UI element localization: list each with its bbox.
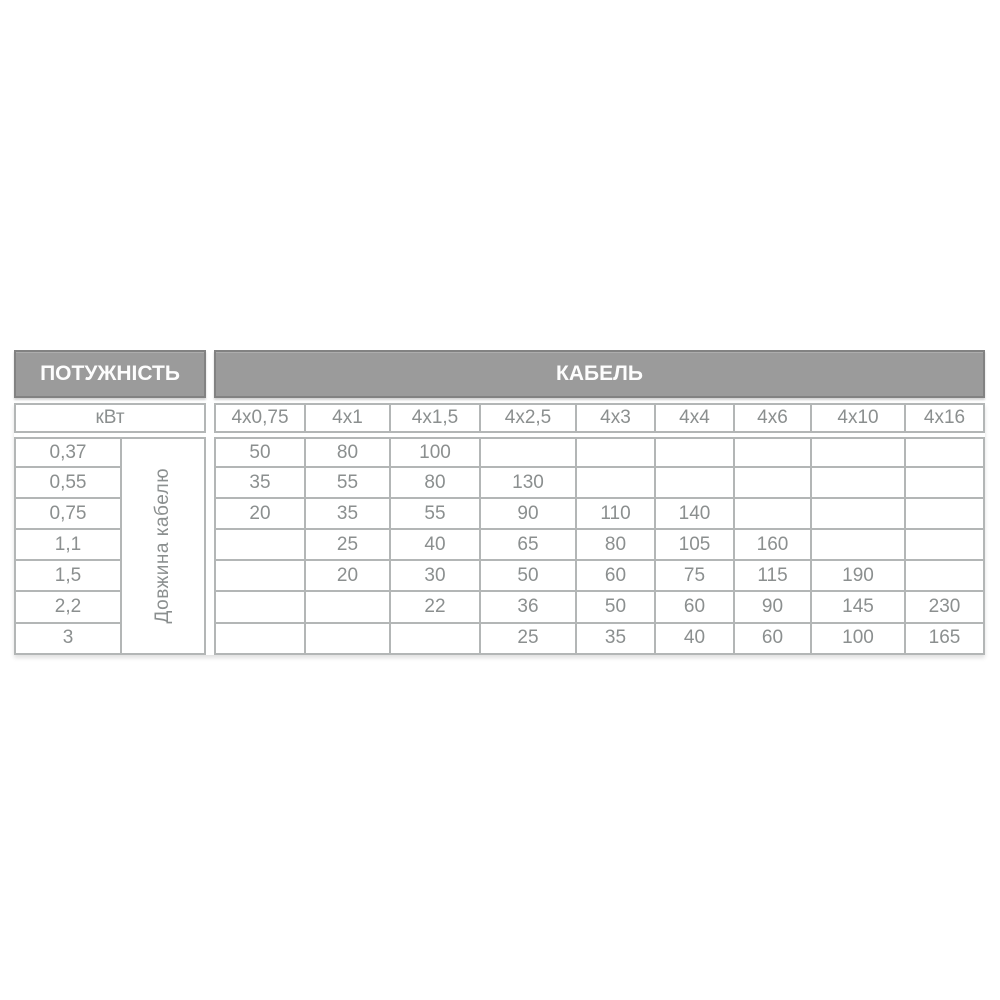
empty-length-cell [391, 623, 481, 655]
length-value-cell: 50 [214, 437, 306, 469]
length-value-cell: 145 [812, 592, 906, 624]
cable-size-header: 4x4 [656, 403, 735, 433]
length-value-cell: 22 [391, 592, 481, 624]
length-value-cell: 60 [656, 592, 735, 624]
power-value-cell: 1,5 [14, 561, 122, 593]
power-value-cell: 0,75 [14, 499, 122, 531]
cable-size-header: 4x2,5 [481, 403, 577, 433]
length-value-cell: 25 [481, 623, 577, 655]
cable-length-table: ПОТУЖНІСТЬ КАБЕЛЬ кВт Довжина кабелю 4x0… [14, 350, 985, 655]
length-value-cell: 50 [481, 561, 577, 593]
empty-length-cell [214, 623, 306, 655]
table-grid: кВт Довжина кабелю 4x0,75 4x1 4x1,5 4x2,5 4x… [14, 403, 985, 655]
length-value-cell: 110 [577, 499, 656, 531]
empty-length-cell [735, 499, 812, 531]
empty-length-cell [906, 437, 985, 469]
length-value-cell: 100 [812, 623, 906, 655]
power-value-cell: 3 [14, 623, 122, 655]
empty-length-cell [812, 499, 906, 531]
empty-length-cell [577, 437, 656, 469]
empty-length-cell [906, 561, 985, 593]
length-value-cell: 60 [735, 623, 812, 655]
cable-length-axis-label: Довжина кабелю [152, 468, 173, 624]
length-value-cell: 165 [906, 623, 985, 655]
length-value-cell: 100 [391, 437, 481, 469]
cable-size-header: 4x10 [812, 403, 906, 433]
empty-length-cell [906, 530, 985, 562]
length-value-cell: 40 [391, 530, 481, 562]
cable-header: КАБЕЛЬ [214, 350, 985, 398]
length-value-cell: 30 [391, 561, 481, 593]
empty-length-cell [735, 437, 812, 469]
length-value-cell: 90 [481, 499, 577, 531]
empty-length-cell [214, 561, 306, 593]
empty-length-cell [812, 437, 906, 469]
length-value-cell: 140 [656, 499, 735, 531]
length-value-cell: 35 [577, 623, 656, 655]
empty-length-cell [656, 437, 735, 469]
empty-length-cell [306, 592, 391, 624]
cable-size-header: 4x6 [735, 403, 812, 433]
length-value-cell: 55 [391, 499, 481, 531]
unit-cell: кВт [14, 403, 206, 433]
length-value-cell: 35 [306, 499, 391, 531]
length-value-cell: 20 [214, 499, 306, 531]
table-header-row: ПОТУЖНІСТЬ КАБЕЛЬ [14, 350, 985, 398]
length-value-cell: 80 [391, 468, 481, 500]
power-value-cell: 2,2 [14, 592, 122, 624]
empty-length-cell [735, 468, 812, 500]
empty-length-cell [656, 468, 735, 500]
length-value-cell: 230 [906, 592, 985, 624]
empty-length-cell [214, 530, 306, 562]
length-value-cell: 40 [656, 623, 735, 655]
length-value-cell: 50 [577, 592, 656, 624]
empty-length-cell [906, 499, 985, 531]
length-value-cell: 160 [735, 530, 812, 562]
length-value-cell: 130 [481, 468, 577, 500]
cable-length-axis-cell: Довжина кабелю [122, 437, 206, 655]
empty-length-cell [481, 437, 577, 469]
cable-size-header: 4x3 [577, 403, 656, 433]
length-value-cell: 75 [656, 561, 735, 593]
length-value-cell: 80 [577, 530, 656, 562]
length-value-cell: 65 [481, 530, 577, 562]
length-value-cell: 105 [656, 530, 735, 562]
empty-length-cell [812, 530, 906, 562]
power-value-cell: 1,1 [14, 530, 122, 562]
length-value-cell: 20 [306, 561, 391, 593]
empty-length-cell [812, 468, 906, 500]
cable-size-header: 4x1,5 [391, 403, 481, 433]
power-header: ПОТУЖНІСТЬ [14, 350, 206, 398]
empty-length-cell [906, 468, 985, 500]
empty-length-cell [306, 623, 391, 655]
length-value-cell: 36 [481, 592, 577, 624]
length-value-cell: 35 [214, 468, 306, 500]
length-value-cell: 115 [735, 561, 812, 593]
length-value-cell: 80 [306, 437, 391, 469]
length-value-cell: 25 [306, 530, 391, 562]
length-value-cell: 55 [306, 468, 391, 500]
empty-length-cell [577, 468, 656, 500]
empty-length-cell [214, 592, 306, 624]
length-value-cell: 90 [735, 592, 812, 624]
length-value-cell: 60 [577, 561, 656, 593]
cable-size-header: 4x0,75 [214, 403, 306, 433]
length-value-cell: 190 [812, 561, 906, 593]
power-value-cell: 0,37 [14, 437, 122, 469]
cable-size-header: 4x16 [906, 403, 985, 433]
cable-size-header: 4x1 [306, 403, 391, 433]
power-value-cell: 0,55 [14, 468, 122, 500]
